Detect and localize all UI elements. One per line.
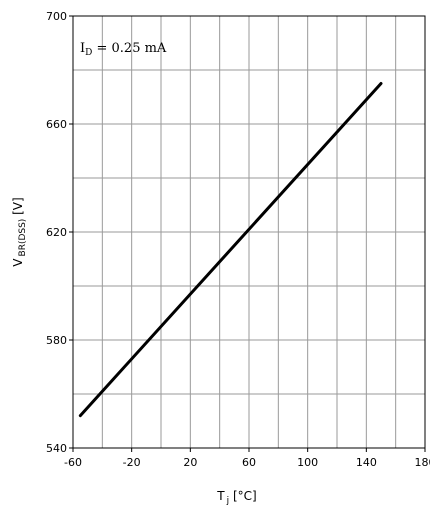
series-group bbox=[78, 82, 383, 418]
x-tick-labels: -60 -20 20 60 100 140 180 bbox=[64, 448, 430, 469]
x-tick-label: -20 bbox=[123, 456, 141, 469]
y-axis-title: VBR(DSS) [V] bbox=[11, 197, 28, 266]
y-tick-label: 580 bbox=[46, 334, 67, 347]
x-tick-label: 60 bbox=[242, 456, 256, 469]
x-tick-label: 20 bbox=[183, 456, 197, 469]
plot-frame bbox=[72, 15, 426, 449]
y-tick-label: 700 bbox=[46, 10, 67, 23]
annotation-label: ID = 0.25 mA bbox=[80, 41, 167, 58]
x-tick-label: 180 bbox=[415, 456, 430, 469]
series-line-0 bbox=[78, 82, 383, 418]
y-tick-labels: 540 580 620 660 700 bbox=[46, 10, 73, 455]
y-tick-label: 620 bbox=[46, 226, 67, 239]
y-tick-label: 540 bbox=[46, 442, 67, 455]
x-tick-label: 100 bbox=[297, 456, 318, 469]
x-tick-label: 140 bbox=[356, 456, 377, 469]
grid bbox=[73, 16, 425, 448]
x-tick-label: -60 bbox=[64, 456, 82, 469]
y-tick-label: 660 bbox=[46, 118, 67, 131]
